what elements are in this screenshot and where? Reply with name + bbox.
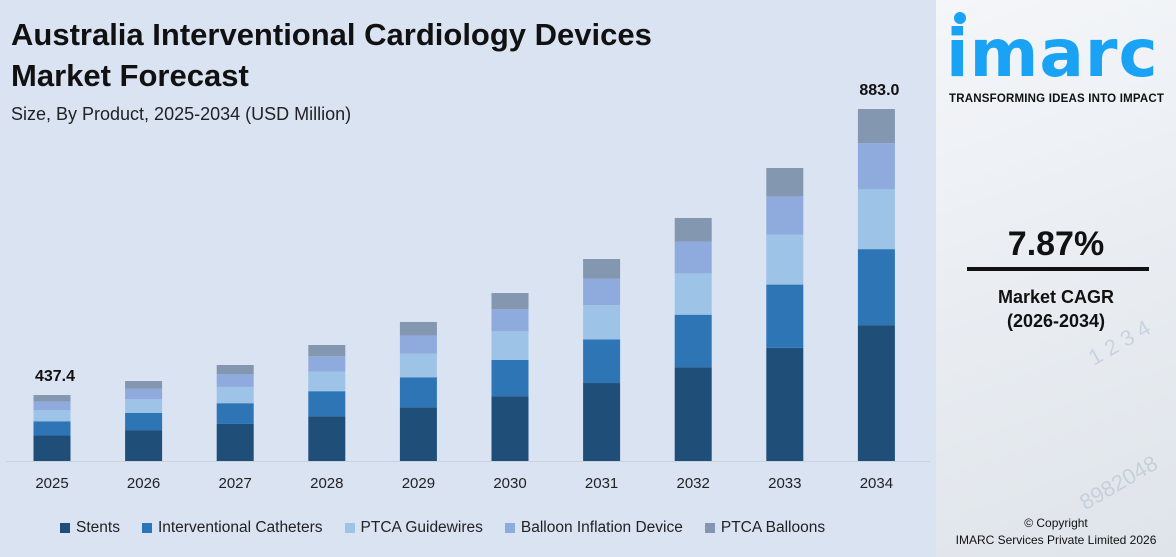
bar-segment-ptca-balloons-2034 — [857, 109, 895, 144]
copyright-line-2: IMARC Services Private Limited 2026 — [955, 533, 1157, 547]
legend-label: Balloon Inflation Device — [520, 519, 683, 536]
bar-segment-interventional-catheters-2026 — [125, 412, 163, 431]
copyright-line-1: © Copyright — [1024, 516, 1088, 530]
legend-item: PTCA Balloons — [704, 519, 826, 537]
bar-segment-ptca-balloons-2026 — [125, 381, 163, 389]
legend-item: PTCA Guidewires — [344, 519, 483, 537]
legend-label: PTCA Guidewires — [360, 519, 483, 536]
bar-segment-ptca-guidewires-2025 — [33, 410, 71, 422]
title-line-1: Australia Interventional Cardiology Devi… — [11, 17, 652, 52]
bar-segment-ptca-balloons-2029 — [399, 321, 437, 336]
bar-segment-balloon-inflation-device-2031 — [583, 278, 621, 306]
legend-label: PTCA Balloons — [720, 519, 826, 536]
legend-item: Interventional Catheters — [141, 519, 323, 537]
x-tick-label: 2033 — [768, 475, 801, 492]
decorative-numbers-2: 8982048 — [1075, 450, 1162, 515]
bar-segment-ptca-balloons-2032 — [674, 217, 712, 242]
bar-segment-interventional-catheters-2030 — [491, 359, 529, 397]
legend-swatch — [344, 523, 355, 533]
bar-segment-balloon-inflation-device-2032 — [674, 241, 712, 274]
chart-legend: Stents Interventional Catheters PTCA Guide… — [60, 519, 847, 537]
bar-segment-interventional-catheters-2029 — [399, 377, 437, 408]
legend-item: Balloon Inflation Device — [504, 519, 683, 537]
bar-segment-ptca-guidewires-2028 — [308, 371, 346, 392]
legend-swatch — [704, 523, 715, 533]
cagr-value: 7.87% — [1007, 225, 1105, 263]
copyright: © Copyright IMARC Services Private Limit… — [936, 515, 1176, 549]
bar-segment-interventional-catheters-2034 — [857, 249, 895, 326]
bar-segment-interventional-catheters-2025 — [33, 421, 71, 436]
logo-tagline: TRANSFORMING IDEAS INTO IMPACT — [949, 93, 1165, 105]
bar-segment-stents-2029 — [399, 407, 437, 461]
cagr-label-text: Market CAGR — [997, 287, 1115, 307]
bar-segment-ptca-guidewires-2032 — [674, 273, 712, 315]
bar-segment-balloon-inflation-device-2034 — [857, 143, 895, 190]
imarc-logo: imarc — [946, 15, 1159, 92]
bar-segment-ptca-balloons-2025 — [33, 395, 71, 402]
legend-swatch — [60, 523, 70, 533]
bar-segment-balloon-inflation-device-2025 — [33, 401, 71, 411]
title-line-2: Market Forecast — [11, 58, 249, 93]
bar-segment-stents-2034 — [857, 325, 895, 461]
bar-segment-stents-2027 — [216, 423, 254, 461]
x-tick-label: 2034 — [860, 475, 893, 492]
legend-label: Stents — [76, 519, 120, 536]
bar-segment-balloon-inflation-device-2033 — [766, 196, 804, 235]
bar-segment-stents-2025 — [33, 435, 71, 461]
legend-swatch — [141, 523, 152, 533]
x-tick-label: 2031 — [585, 475, 618, 492]
bar-segment-balloon-inflation-device-2029 — [399, 335, 437, 354]
bar-segment-ptca-guidewires-2034 — [857, 189, 895, 250]
page-title: Australia Interventional Cardiology Devi… — [11, 14, 652, 96]
bar-segment-stents-2028 — [308, 416, 346, 461]
bar-segment-ptca-guidewires-2031 — [583, 305, 621, 340]
bar-segment-ptca-guidewires-2030 — [491, 331, 529, 360]
bar-segment-interventional-catheters-2033 — [766, 284, 804, 348]
cagr-period: (2026-2034) — [1006, 311, 1106, 331]
bar-segment-ptca-balloons-2030 — [491, 293, 529, 310]
cagr-label: Market CAGR (2026-2034) — [936, 285, 1176, 333]
chart-subtitle: Size, By Product, 2025-2034 (USD Million… — [11, 104, 352, 124]
bar-segment-stents-2032 — [674, 367, 712, 461]
x-tick-label: 2032 — [677, 475, 710, 492]
x-tick-label: 2027 — [219, 475, 252, 492]
total-data-label: 883.0 — [859, 82, 899, 99]
bar-segment-ptca-guidewires-2026 — [125, 399, 163, 413]
legend-item: Stents — [60, 519, 120, 537]
bar-segment-ptca-balloons-2033 — [766, 167, 804, 197]
bar-segment-balloon-inflation-device-2028 — [308, 356, 346, 372]
x-tick-label: 2025 — [35, 475, 68, 492]
total-data-label: 437.4 — [35, 368, 75, 385]
x-tick-label: 2030 — [493, 475, 526, 492]
bar-segment-interventional-catheters-2028 — [308, 391, 346, 417]
bar-segment-stents-2031 — [583, 383, 621, 461]
bar-segment-balloon-inflation-device-2030 — [491, 309, 529, 332]
bar-segment-interventional-catheters-2027 — [216, 403, 254, 424]
stacked-bar-chart: 2025 437.4 2026 2027 2028 2029 2030 2031 2032 203… — [6, 82, 930, 492]
logo-dot — [954, 12, 966, 24]
bar-segment-stents-2033 — [766, 347, 804, 461]
bar-segment-ptca-guidewires-2029 — [399, 353, 437, 378]
bar-segment-interventional-catheters-2031 — [583, 339, 621, 384]
brand-panel: 1 2 3 4 8982048 imarc TRANSFORMING IDEAS… — [936, 0, 1176, 557]
x-tick-label: 2028 — [310, 475, 343, 492]
bar-segment-balloon-inflation-device-2027 — [216, 374, 254, 387]
cagr-divider — [967, 267, 1149, 271]
x-tick-label: 2026 — [127, 475, 160, 492]
bar-segment-interventional-catheters-2032 — [674, 314, 712, 368]
legend-swatch — [504, 523, 515, 533]
bar-segment-ptca-guidewires-2033 — [766, 234, 804, 285]
bar-segment-ptca-balloons-2027 — [216, 364, 254, 375]
chart-panel: Australia Interventional Cardiology Devi… — [6, 14, 930, 537]
bar-segment-balloon-inflation-device-2026 — [125, 388, 163, 400]
legend-label: Interventional Catheters — [157, 519, 323, 536]
x-tick-label: 2029 — [402, 475, 435, 492]
bar-segment-stents-2026 — [125, 430, 163, 461]
bar-segment-ptca-guidewires-2027 — [216, 386, 254, 404]
bar-segment-stents-2030 — [491, 396, 529, 461]
bar-segment-ptca-balloons-2031 — [583, 259, 621, 279]
bar-segment-ptca-balloons-2028 — [308, 345, 346, 357]
